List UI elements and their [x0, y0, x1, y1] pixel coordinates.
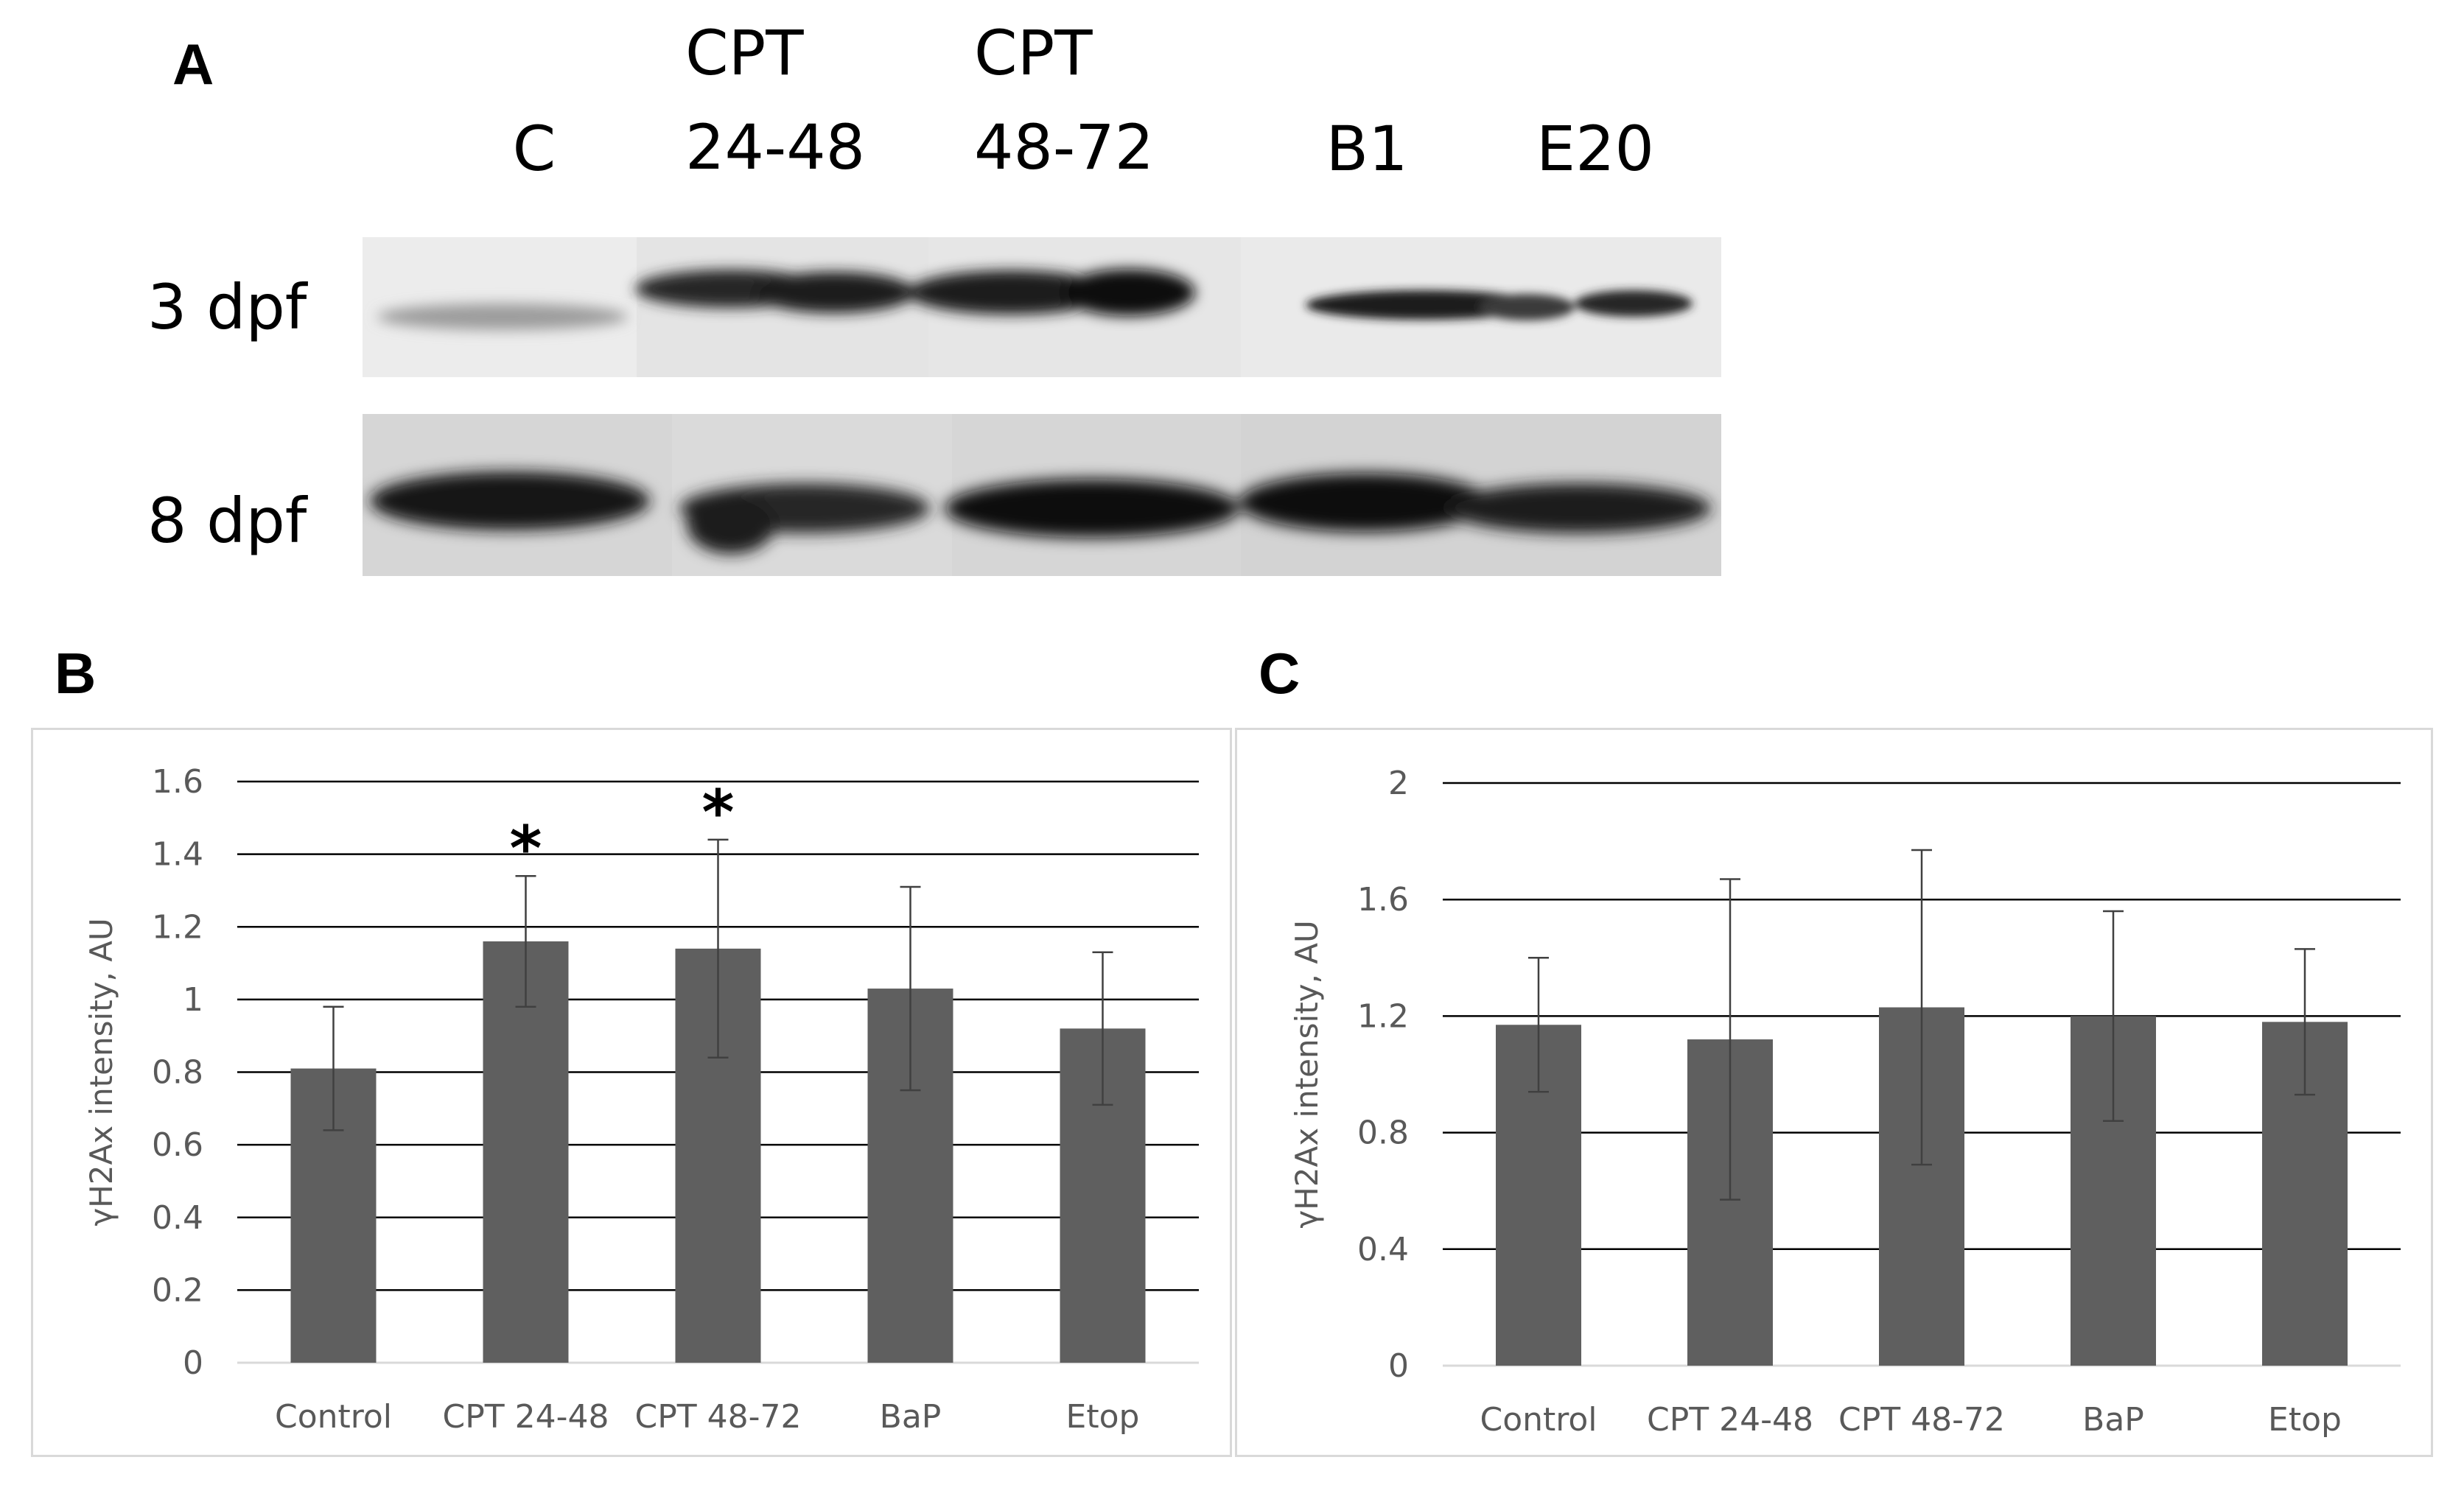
panel-c-letter: C — [1259, 641, 1301, 706]
x-tick-label: CPT 24-48 — [443, 1398, 609, 1436]
x-tick-label: Control — [1480, 1401, 1597, 1439]
y-tick-label: 1.2 — [1357, 997, 1409, 1035]
y-tick-label: 0.8 — [152, 1054, 203, 1092]
y-tick-label: 2 — [1388, 765, 1409, 802]
y-axis-label: γH2Ax intensity, AU — [83, 918, 119, 1226]
lane-label-line2: 48-72 — [974, 111, 1155, 183]
y-tick-label: 0.8 — [1357, 1114, 1409, 1152]
western-blot-8dpf — [363, 414, 1721, 576]
x-tick-label: Etop — [1066, 1398, 1140, 1436]
lane-label-cpt-48-72: CPT 48-72 — [974, 22, 1195, 178]
x-tick-label: CPT 48-72 — [1838, 1401, 2005, 1439]
lane-label-line1: CPT — [685, 17, 804, 89]
y-tick-label: 0.4 — [152, 1199, 203, 1237]
x-tick-label: CPT 24-48 — [1647, 1401, 1813, 1439]
row-label-8dpf: 8 dpf — [147, 485, 307, 557]
chart-b: 0 0.2 0.4 0.6 0.8 1 1.2 1.4 1.6 γH2Ax intensity, … — [83, 763, 1199, 1436]
lane-label-b1: B1 — [1312, 118, 1422, 180]
y-axis-label: γH2Ax intensity, AU — [1289, 920, 1325, 1228]
y-tick-label: 0 — [183, 1344, 203, 1382]
significance-mark: * — [702, 776, 735, 849]
x-tick-label: CPT 48-72 — [635, 1398, 802, 1436]
y-tick-label: 0.2 — [152, 1271, 203, 1309]
row-label-3dpf: 3 dpf — [147, 271, 307, 343]
x-tick-label: BaP — [2082, 1401, 2144, 1439]
lane-label-c: C — [486, 118, 582, 180]
chart-b-frame — [31, 728, 1232, 1457]
western-blot-3dpf — [363, 237, 1721, 377]
y-tick-label: 0.6 — [152, 1126, 203, 1164]
lane-label-line1: CPT — [974, 17, 1093, 89]
lane-label-line2: E20 — [1536, 113, 1654, 185]
y-tick-label: 1.2 — [152, 908, 203, 946]
lane-label-line2: B1 — [1326, 113, 1408, 185]
x-tick-label: Etop — [2268, 1401, 2342, 1439]
y-tick-label: 1.6 — [1357, 881, 1409, 919]
y-tick-label: 0.4 — [1357, 1231, 1409, 1268]
y-tick-label: 1 — [183, 981, 203, 1019]
lane-label-e20: E20 — [1525, 118, 1665, 180]
lane-label-cpt-24-48: CPT 24-48 — [685, 22, 906, 178]
x-tick-label: BaP — [880, 1398, 942, 1436]
bar — [483, 941, 569, 1363]
panel-b-letter: B — [55, 641, 97, 706]
y-tick-label: 0 — [1388, 1347, 1409, 1385]
chart-c-frame — [1235, 728, 2433, 1457]
lane-label-line2: C — [512, 113, 556, 185]
x-tick-label: Control — [275, 1398, 392, 1436]
significance-mark: * — [510, 812, 542, 885]
panel-a-letter: A — [172, 32, 214, 96]
chart-c: 0 0.4 0.8 1.2 1.6 2 γH2Ax intensity, AU Control… — [1289, 765, 2401, 1439]
lane-label-line2: 24-48 — [685, 111, 866, 183]
y-tick-label: 1.4 — [152, 836, 203, 874]
y-tick-label: 1.6 — [152, 763, 203, 801]
